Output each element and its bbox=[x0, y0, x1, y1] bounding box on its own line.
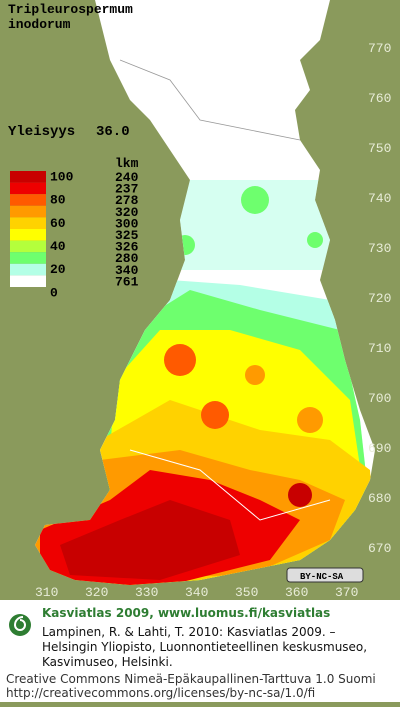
legend-scale-label: 60 bbox=[50, 216, 66, 231]
legend-scale-label: 20 bbox=[50, 262, 66, 277]
footer-heading: Kasviatlas 2009, www.luomus.fi/kasviatla… bbox=[42, 606, 330, 620]
legend-scale-label: 100 bbox=[50, 169, 74, 184]
legend-swatch bbox=[10, 194, 46, 206]
legend-count: 240 bbox=[115, 170, 139, 185]
x-grid-label: 360 bbox=[285, 585, 308, 600]
y-grid-label: 730 bbox=[368, 241, 391, 256]
logo bbox=[9, 614, 31, 636]
license: Creative Commons Nimeä-Epäkaupallinen-Ta… bbox=[6, 672, 376, 700]
x-grid-labels: 310 320 330 340 350 360 370 bbox=[35, 585, 358, 600]
license-line: http://creativecommons.org/licenses/by-n… bbox=[6, 686, 315, 700]
y-grid-labels: 770 760 750 740 730 720 710 700 690 680 670 bbox=[368, 41, 391, 556]
y-grid-label: 710 bbox=[368, 341, 391, 356]
frequency-value: 36.0 bbox=[96, 124, 130, 140]
legend-count: 278 bbox=[115, 193, 139, 208]
legend-swatch bbox=[10, 252, 46, 264]
license-line: Creative Commons Nimeä-Epäkaupallinen-Ta… bbox=[6, 672, 376, 686]
license-badge-text: BY-NC-SA bbox=[300, 572, 344, 582]
y-grid-label: 670 bbox=[368, 541, 391, 556]
legend-count: 320 bbox=[115, 205, 139, 220]
legend-swatch bbox=[10, 229, 46, 241]
legend-swatch bbox=[10, 217, 46, 229]
y-grid-label: 720 bbox=[368, 291, 391, 306]
legend-count: 761 bbox=[115, 274, 139, 289]
x-grid-label: 330 bbox=[135, 585, 158, 600]
legend-count: 340 bbox=[115, 263, 139, 278]
legend-count: 300 bbox=[115, 216, 139, 231]
citation-line: Helsingin Yliopisto, Luonnontieteellinen… bbox=[42, 640, 367, 654]
legend-swatch bbox=[10, 182, 46, 195]
x-grid-label: 350 bbox=[235, 585, 258, 600]
legend-swatch bbox=[10, 275, 46, 287]
y-grid-label: 770 bbox=[368, 41, 391, 56]
x-grid-label: 370 bbox=[335, 585, 358, 600]
citation: Lampinen, R. & Lahti, T. 2010: Kasviatla… bbox=[42, 625, 367, 669]
y-grid-label: 680 bbox=[368, 491, 391, 506]
citation-line: Lampinen, R. & Lahti, T. 2010: Kasviatla… bbox=[42, 625, 336, 639]
legend-swatch bbox=[10, 205, 46, 218]
x-grid-label: 310 bbox=[35, 585, 58, 600]
y-grid-label: 740 bbox=[368, 191, 391, 206]
y-grid-label: 700 bbox=[368, 391, 391, 406]
title: Tripleurospermum inodorum bbox=[8, 2, 133, 32]
legend-header: lkm bbox=[115, 156, 139, 171]
legend-count: 280 bbox=[115, 251, 139, 266]
footer-bg bbox=[0, 600, 400, 702]
y-grid-label: 750 bbox=[368, 141, 391, 156]
y-grid-label: 760 bbox=[368, 91, 391, 106]
frequency-label: Yleisyys bbox=[8, 124, 75, 140]
citation-line: Kasvimuseo, Helsinki. bbox=[42, 655, 173, 669]
legend-count: 325 bbox=[115, 228, 139, 243]
legend-swatch bbox=[10, 171, 46, 183]
license-badge bbox=[286, 567, 364, 583]
legend-count: 326 bbox=[115, 240, 139, 255]
legend-count: 237 bbox=[115, 182, 138, 197]
legend-scale-label: 0 bbox=[50, 285, 58, 300]
legend-scale-label: 40 bbox=[50, 239, 66, 254]
title-line: inodorum bbox=[8, 17, 71, 32]
x-grid-label: 320 bbox=[85, 585, 108, 600]
y-grid-label: 690 bbox=[368, 441, 391, 456]
x-grid-label: 340 bbox=[185, 585, 208, 600]
title-line: Tripleurospermum bbox=[8, 2, 133, 17]
legend-swatch bbox=[10, 263, 46, 276]
legend-swatch bbox=[10, 240, 46, 253]
legend-scale-label: 80 bbox=[50, 193, 66, 208]
